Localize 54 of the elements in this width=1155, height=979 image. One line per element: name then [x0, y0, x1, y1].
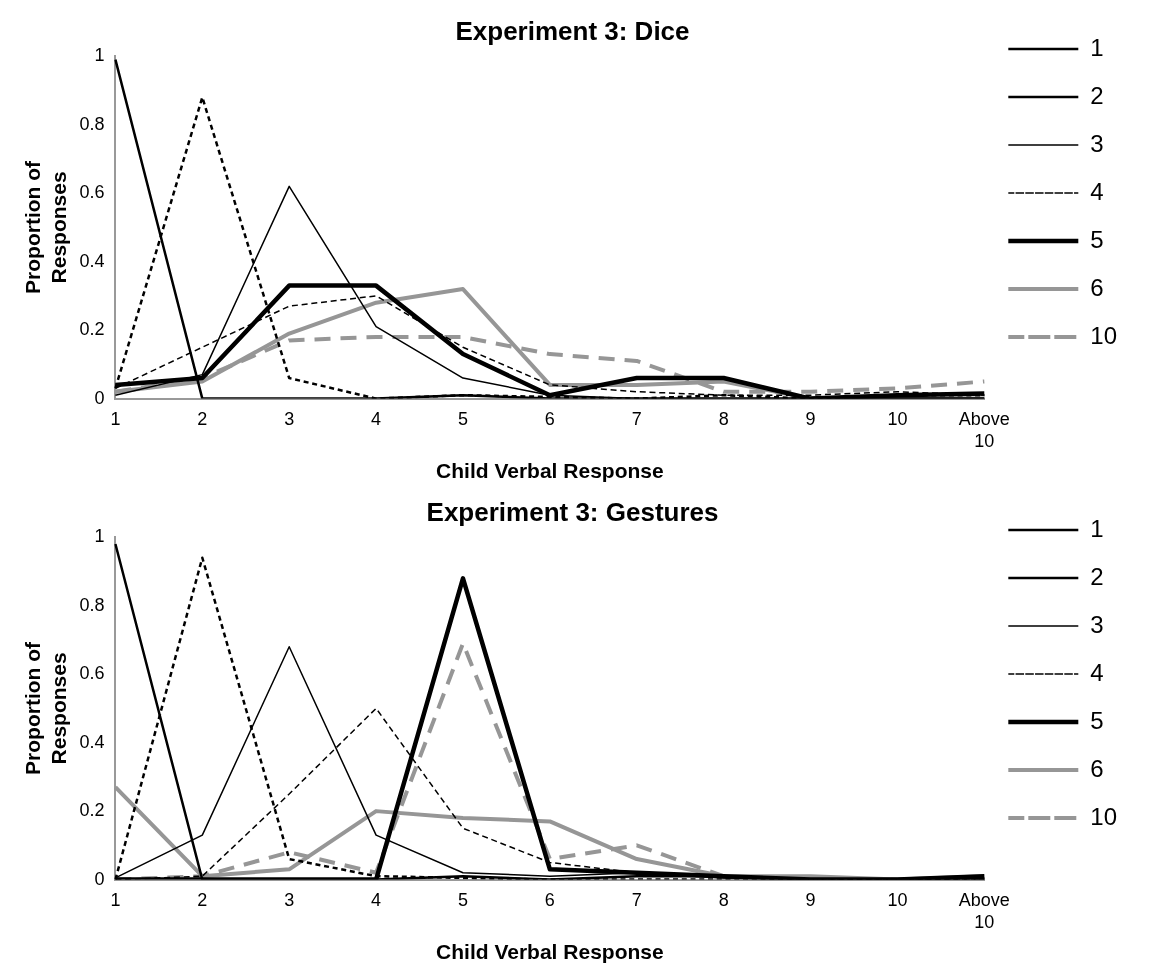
- legend-label: 10: [1090, 321, 1118, 349]
- y-tick-label: 0.8: [79, 113, 105, 134]
- x-tick-label: 1: [110, 409, 121, 430]
- legend-label: 2: [1090, 81, 1104, 109]
- y-tick-label: 1: [94, 526, 105, 547]
- x-axis-title: Child Verbal Response: [436, 459, 664, 483]
- y-tick-label: 0.6: [79, 182, 105, 203]
- x-tick-label: 6: [544, 890, 555, 911]
- y-tick-label: 0.2: [79, 319, 105, 340]
- x-tick-label: 6: [544, 409, 555, 430]
- x-tick-label: 7: [631, 409, 642, 430]
- x-tick-label: Above 10: [958, 890, 1010, 932]
- x-tick-label: 7: [631, 890, 642, 911]
- x-tick-label: Above 10: [958, 409, 1010, 451]
- y-tick-label: 1: [94, 45, 105, 66]
- y-tick-label: 0.8: [79, 594, 105, 615]
- y-tick-label: 0.2: [79, 800, 105, 821]
- y-tick-label: 0.6: [79, 663, 105, 684]
- chart-title: Experiment 3: Gestures: [426, 496, 719, 527]
- y-tick-label: 0: [94, 868, 105, 889]
- legend-label: 3: [1090, 129, 1104, 157]
- legend-label: 10: [1090, 802, 1118, 830]
- x-tick-label: 8: [718, 409, 729, 430]
- x-tick-label: 10: [887, 409, 908, 430]
- legend-label: 4: [1090, 658, 1104, 686]
- x-tick-label: 3: [284, 890, 295, 911]
- legend-label: 5: [1090, 225, 1104, 253]
- y-tick-label: 0: [94, 387, 105, 408]
- legend-label: 4: [1090, 177, 1104, 205]
- x-tick-label: 3: [284, 409, 295, 430]
- legend-label: 6: [1090, 754, 1104, 782]
- x-tick-label: 5: [457, 890, 468, 911]
- x-tick-label: 1: [110, 890, 121, 911]
- legend-label: 6: [1090, 273, 1104, 301]
- legend-label: 1: [1090, 514, 1104, 542]
- x-tick-label: 5: [457, 409, 468, 430]
- x-tick-label: 2: [197, 890, 208, 911]
- x-tick-label: 9: [805, 890, 816, 911]
- y-axis-title: Proportion of Responses: [21, 640, 70, 775]
- legend-label: 3: [1090, 610, 1104, 638]
- chart-title: Experiment 3: Dice: [455, 15, 690, 46]
- y-axis-title: Proportion of Responses: [21, 159, 70, 294]
- legend-label: 5: [1090, 706, 1104, 734]
- y-tick-label: 0.4: [79, 731, 105, 752]
- legend-label: 1: [1090, 33, 1104, 61]
- x-tick-label: 4: [371, 890, 382, 911]
- x-tick-label: 9: [805, 409, 816, 430]
- x-tick-label: 10: [887, 890, 908, 911]
- legend-label: 2: [1090, 562, 1104, 590]
- x-tick-label: 4: [371, 409, 382, 430]
- x-axis-title: Child Verbal Response: [436, 940, 664, 964]
- x-tick-label: 2: [197, 409, 208, 430]
- y-tick-label: 0.4: [79, 250, 105, 271]
- x-tick-label: 8: [718, 890, 729, 911]
